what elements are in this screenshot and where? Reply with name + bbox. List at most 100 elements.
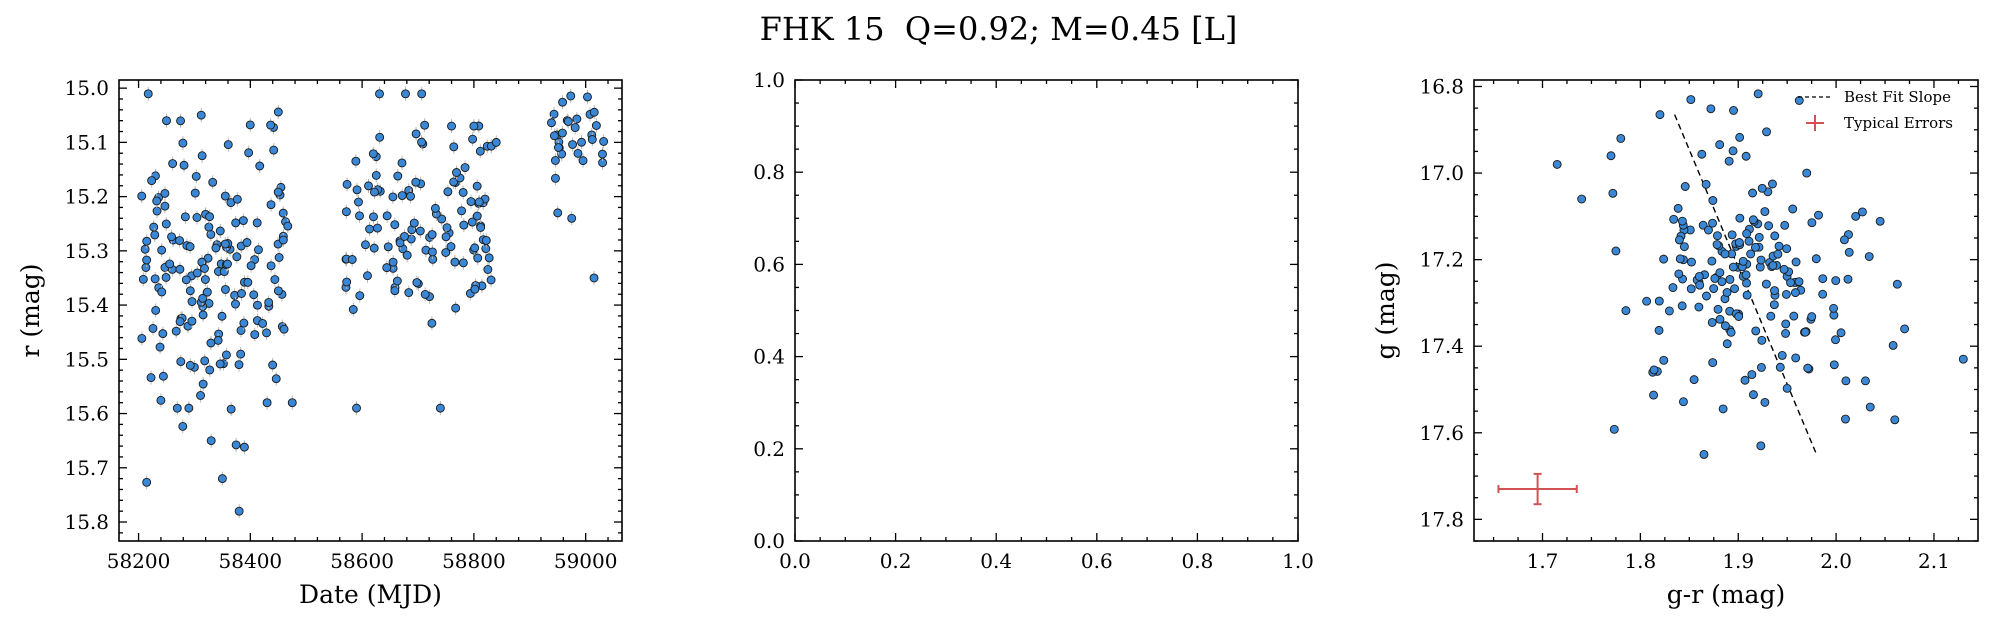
data-point: [149, 222, 159, 232]
x-axis-label: g-r (mag): [1667, 580, 1785, 609]
data-point: [351, 156, 361, 166]
data-point: [551, 173, 560, 183]
data-point: [1686, 284, 1696, 294]
data-point: [550, 156, 560, 165]
data-point: [1734, 238, 1744, 247]
data-point: [428, 247, 437, 257]
data-point: [354, 197, 363, 207]
data-point: [232, 252, 242, 262]
data-point: [1687, 257, 1696, 267]
data-point: [1841, 376, 1851, 386]
data-point: [1761, 279, 1771, 289]
data-point: [262, 398, 272, 408]
data-point: [1740, 375, 1750, 385]
data-point: [470, 243, 480, 253]
data-point: [1720, 249, 1730, 259]
data-point: [179, 160, 189, 170]
data-point: [549, 131, 559, 141]
data-point: [547, 118, 556, 128]
data-point: [1747, 370, 1757, 380]
data-point: [1807, 312, 1817, 322]
data-point: [563, 117, 573, 126]
x-tick-label: 0.2: [880, 549, 912, 573]
data-point: [1836, 328, 1846, 338]
data-point: [1686, 95, 1696, 105]
y-tick-label: 15.6: [64, 402, 109, 426]
data-point: [262, 328, 271, 338]
y-tick-label: 0.0: [753, 529, 785, 553]
data-point: [237, 289, 246, 298]
data-point: [1699, 449, 1709, 459]
data-point: [176, 357, 186, 367]
data-point: [148, 323, 158, 333]
data-point: [202, 287, 212, 297]
x-axis-label: Date (MJD): [299, 580, 442, 609]
data-point: [1715, 314, 1725, 324]
data-point: [220, 191, 230, 201]
data-point: [158, 329, 168, 339]
legend-label-errors: Typical Errors: [1844, 114, 1953, 132]
data-point: [192, 268, 202, 278]
data-point: [140, 244, 150, 254]
y-axis-label: g (mag): [1371, 261, 1400, 359]
data-point: [1675, 254, 1685, 264]
data-point: [402, 250, 412, 260]
data-point: [223, 259, 232, 269]
data-point: [1606, 151, 1616, 161]
data-point: [466, 197, 476, 207]
data-point: [141, 263, 151, 272]
data-point: [474, 197, 484, 207]
data-point: [1577, 194, 1587, 204]
data-point: [446, 242, 456, 252]
data-point: [1757, 335, 1767, 345]
data-point: [341, 207, 351, 217]
data-point: [200, 275, 210, 284]
data-point: [1768, 261, 1778, 270]
data-point: [243, 277, 253, 287]
data-point: [198, 293, 208, 303]
data-point: [383, 242, 393, 252]
x-tick-label: 0.0: [779, 549, 811, 573]
data-point: [1695, 280, 1705, 290]
data-point: [266, 200, 276, 210]
data-point: [417, 137, 427, 147]
data-point: [234, 360, 244, 370]
y-tick-label: 17.2: [1419, 248, 1464, 272]
data-point: [1794, 277, 1804, 287]
data-point: [404, 288, 414, 298]
data-point: [1757, 183, 1767, 193]
data-point: [1958, 354, 1968, 364]
data-point: [583, 92, 592, 102]
data-point: [388, 192, 398, 202]
data-point: [1694, 271, 1704, 281]
x-tick-label: 2.0: [1820, 549, 1852, 573]
data-point: [484, 253, 494, 263]
data-point: [409, 218, 419, 228]
data-point: [460, 163, 470, 173]
data-point: [143, 89, 153, 99]
data-point: [270, 275, 280, 284]
data-point: [1780, 220, 1790, 230]
data-point: [370, 187, 379, 197]
data-point: [1654, 325, 1664, 335]
data-point: [347, 255, 357, 264]
data-point: [1831, 335, 1840, 345]
data-point: [458, 188, 468, 197]
data-point: [449, 177, 459, 187]
data-point: [390, 286, 400, 296]
data-point: [352, 185, 362, 195]
data-point: [411, 129, 421, 139]
data-point: [1861, 376, 1870, 386]
data-point: [566, 91, 576, 101]
data-point: [1782, 244, 1792, 254]
data-point: [1718, 404, 1728, 414]
data-point: [1715, 268, 1725, 278]
data-point: [1760, 207, 1770, 217]
data-point: [473, 253, 483, 263]
x-tick-label: 59000: [554, 549, 618, 573]
data-point: [1611, 246, 1621, 256]
data-point: [161, 273, 171, 282]
data-point: [271, 374, 281, 384]
data-point: [469, 121, 479, 131]
y-tick-label: 15.8: [64, 510, 109, 534]
